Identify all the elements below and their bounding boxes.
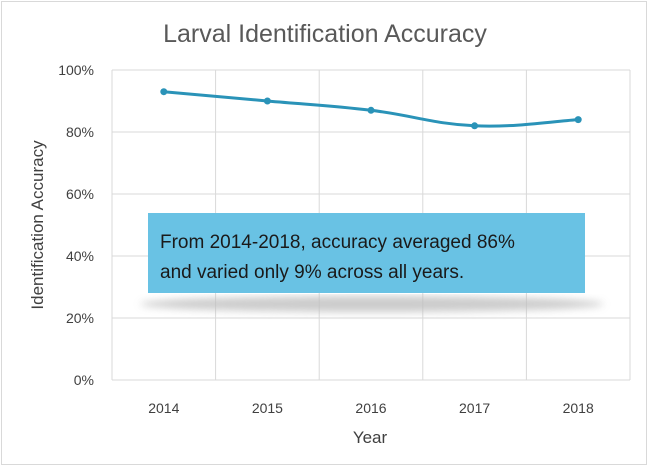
- y-axis-title: Identification Accuracy: [28, 140, 47, 310]
- y-tick-label: 60%: [66, 186, 94, 202]
- x-axis-ticks: 2014 2015 2016 2017 2018: [148, 400, 594, 416]
- annotation-shadow: [140, 296, 604, 312]
- y-axis-ticks: 0% 20% 40% 60% 80% 100%: [58, 62, 94, 388]
- annotation-box: From 2014-2018, accuracy averaged 86% an…: [140, 213, 604, 312]
- annotation-line-2: and varied only 9% across all years.: [160, 262, 464, 283]
- data-point: [160, 88, 168, 96]
- data-point: [263, 97, 271, 105]
- x-tick-label: 2015: [252, 400, 283, 416]
- annotation-line-1: From 2014-2018, accuracy averaged 86%: [160, 232, 515, 253]
- y-tick-label: 40%: [66, 248, 94, 264]
- chart-title: Larval Identification Accuracy: [163, 20, 487, 48]
- y-tick-label: 20%: [66, 310, 94, 326]
- data-point: [367, 106, 375, 114]
- x-tick-label: 2014: [148, 400, 179, 416]
- series-group: [160, 88, 582, 130]
- x-axis-title: Year: [353, 428, 388, 447]
- y-tick-label: 0%: [74, 372, 94, 388]
- data-point: [471, 122, 479, 130]
- x-tick-label: 2016: [355, 400, 386, 416]
- data-point: [574, 116, 582, 124]
- y-tick-label: 80%: [66, 124, 94, 140]
- x-tick-label: 2017: [459, 400, 490, 416]
- x-tick-label: 2018: [563, 400, 594, 416]
- annotation-background: [148, 213, 585, 293]
- y-tick-label: 100%: [58, 62, 94, 78]
